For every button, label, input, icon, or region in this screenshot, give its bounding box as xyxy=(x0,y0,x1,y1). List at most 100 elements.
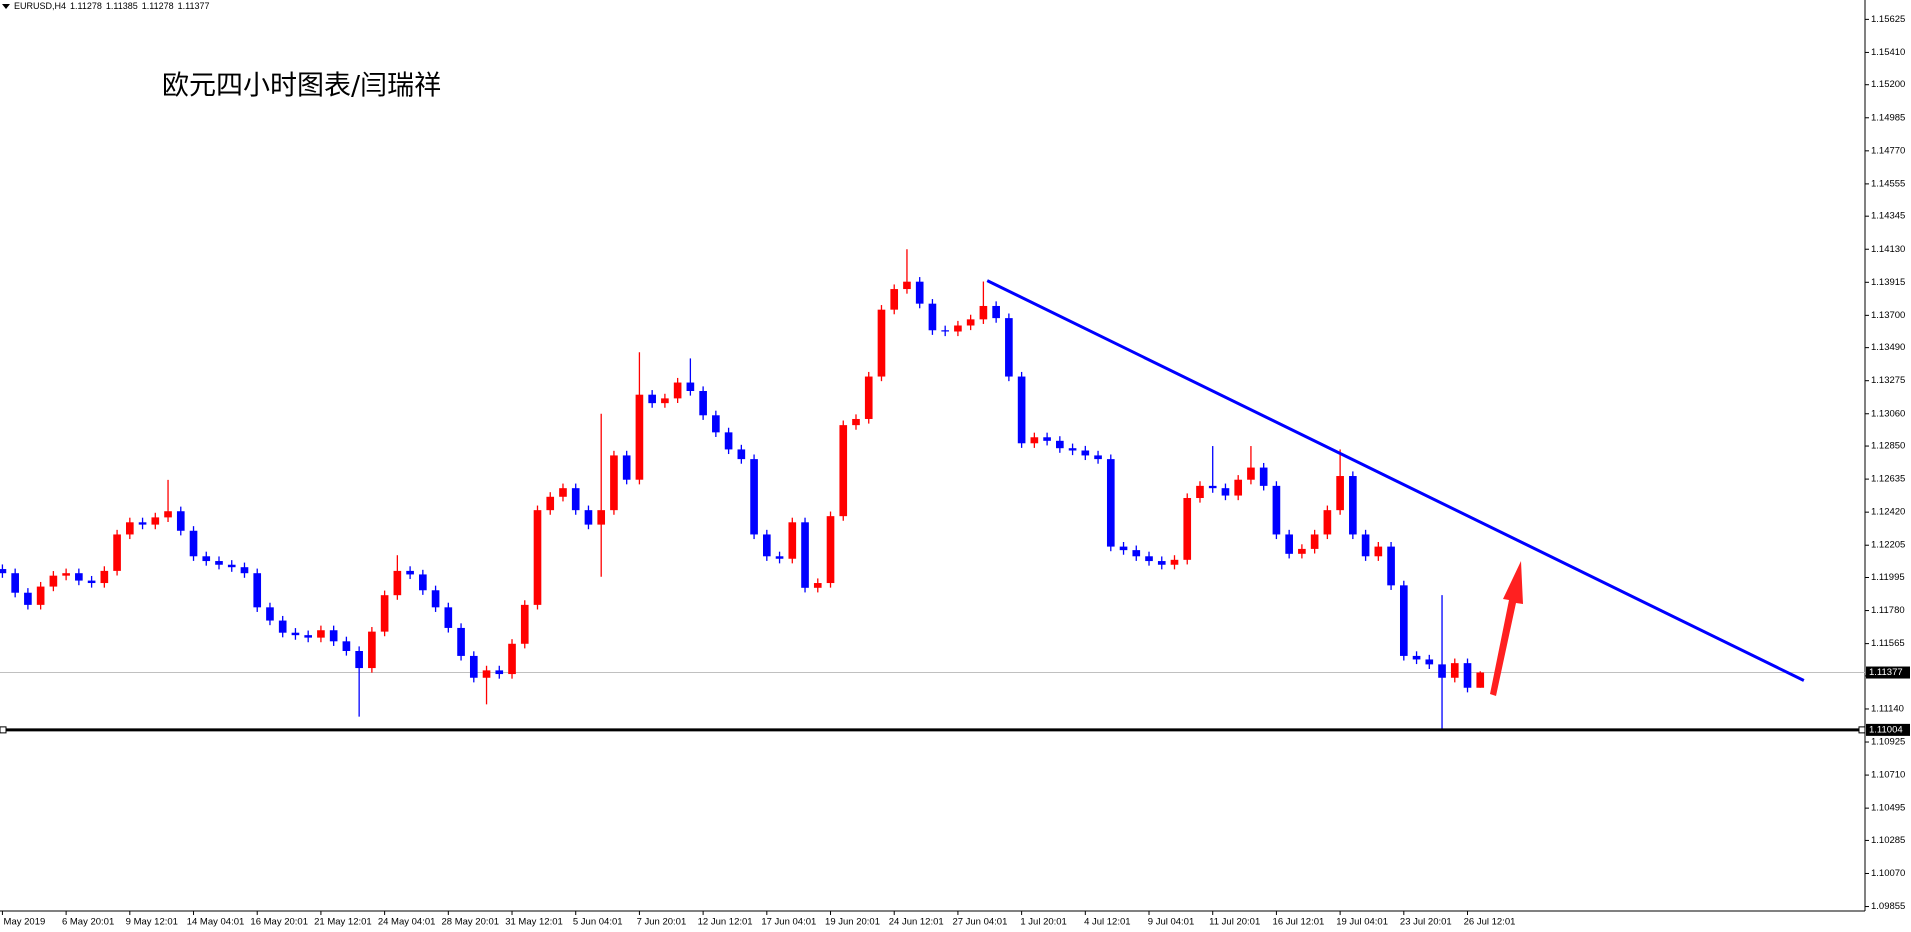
candle-body xyxy=(839,425,848,517)
candle-body xyxy=(100,570,109,584)
candle-body xyxy=(520,604,529,644)
candle-body xyxy=(1106,459,1115,547)
candle-body xyxy=(151,517,160,525)
candle-body xyxy=(125,522,134,535)
candle-body xyxy=(49,575,58,587)
header-high: 1.11385 xyxy=(105,1,138,11)
header-open: 1.11278 xyxy=(70,1,102,11)
candle-body xyxy=(1132,550,1141,557)
candle-body xyxy=(992,305,1000,319)
y-tick-label: 1.13060 xyxy=(1871,408,1905,419)
candle-body xyxy=(138,522,147,525)
candle-body xyxy=(482,670,491,678)
candle-body xyxy=(75,573,83,581)
y-tick-label: 1.10070 xyxy=(1871,868,1905,879)
y-tick-label: 1.10495 xyxy=(1871,803,1905,814)
header-low: 1.11278 xyxy=(141,1,174,11)
candle-body xyxy=(737,449,746,460)
candle-body xyxy=(852,418,860,426)
candle-body xyxy=(1399,585,1408,656)
candle-body xyxy=(1056,440,1064,449)
candle-body xyxy=(419,574,427,591)
y-tick-label: 1.13275 xyxy=(1871,375,1905,386)
candle-body xyxy=(1068,448,1077,451)
candle-body xyxy=(189,530,198,557)
candle-body xyxy=(1361,534,1370,557)
candle-body xyxy=(1272,485,1281,535)
x-tick-label: 19 Jul 04:01 xyxy=(1336,917,1388,928)
candle-body xyxy=(1463,663,1472,688)
candle-body xyxy=(62,573,70,576)
y-tick-label: 1.10285 xyxy=(1871,835,1905,846)
candle-body xyxy=(495,670,504,675)
y-tick-label: 1.12205 xyxy=(1871,540,1905,551)
candle-body xyxy=(291,632,300,636)
x-tick-label: 24 Jun 12:01 xyxy=(889,917,944,928)
x-tick-label: 4 Jul 12:01 xyxy=(1084,917,1130,928)
x-tick-label: 1 Jul 20:01 xyxy=(1020,917,1066,928)
price-label-box xyxy=(1866,666,1910,679)
candle-body xyxy=(1145,556,1153,562)
candle-body xyxy=(227,564,236,568)
y-tick-label: 1.11995 xyxy=(1871,572,1905,583)
menu-arrow[interactable] xyxy=(2,3,10,9)
candle-body xyxy=(1030,437,1039,444)
candle-body xyxy=(11,573,19,593)
candle-body xyxy=(712,415,720,433)
candle-body xyxy=(775,556,784,559)
candle-body xyxy=(1374,546,1383,557)
chart-title: 欧元四小时图表/闫瑞祥 xyxy=(162,71,441,102)
y-tick-label: 1.14985 xyxy=(1871,112,1905,123)
x-tick-label: 26 Jul 12:01 xyxy=(1464,917,1516,928)
candle-body xyxy=(113,534,121,571)
x-tick-label: 31 May 12:01 xyxy=(505,917,563,928)
candle-body xyxy=(215,561,223,565)
candle-body xyxy=(457,627,465,656)
candle-body xyxy=(1081,450,1090,456)
y-tick-label: 1.12420 xyxy=(1871,507,1905,518)
candle-body xyxy=(266,607,274,621)
candle-body xyxy=(36,586,45,605)
y-tick-label: 1.13700 xyxy=(1871,310,1905,321)
candle-body xyxy=(597,510,606,525)
y-tick-label: 1.11565 xyxy=(1871,638,1905,649)
candle-body xyxy=(979,305,988,320)
y-tick-label: 1.09855 xyxy=(1871,901,1905,912)
candle-body xyxy=(813,583,822,588)
candle-body xyxy=(253,573,262,608)
candle-body xyxy=(724,432,733,450)
candle-body xyxy=(164,511,172,518)
x-tick-label: 21 May 12:01 xyxy=(314,917,372,928)
candle-body xyxy=(966,319,975,326)
candle-body xyxy=(406,570,414,575)
candle-body xyxy=(368,631,376,669)
candle-body xyxy=(750,459,758,535)
candle-body xyxy=(508,643,516,675)
y-tick-label: 1.14770 xyxy=(1871,145,1905,156)
candle-body xyxy=(533,510,542,605)
y-tick-label: 1.10710 xyxy=(1871,770,1905,781)
y-tick-label: 1.12635 xyxy=(1871,474,1905,485)
candle-body xyxy=(1221,488,1230,496)
candle-body xyxy=(673,382,682,399)
x-tick-label: 17 Jun 04:01 xyxy=(761,917,816,928)
candle-body xyxy=(890,289,899,310)
candle-body xyxy=(317,630,325,638)
candle-body xyxy=(87,580,96,584)
candle-body xyxy=(1323,510,1332,535)
candle-body xyxy=(329,630,338,642)
candle-body xyxy=(1425,659,1434,665)
y-tick-label: 1.12850 xyxy=(1871,441,1905,452)
x-tick-label: 27 Jun 04:01 xyxy=(952,917,1007,928)
candle-body xyxy=(648,394,656,404)
y-tick-label: 1.15410 xyxy=(1871,47,1905,58)
candle-body xyxy=(788,522,797,559)
candle-body xyxy=(1450,663,1459,678)
price-label: 1.11377 xyxy=(1869,667,1903,678)
candle-body xyxy=(635,394,644,480)
candle-body xyxy=(1196,485,1204,499)
level-handle xyxy=(1858,726,1866,734)
candle-body xyxy=(826,516,835,584)
level-label-box xyxy=(1866,723,1910,736)
